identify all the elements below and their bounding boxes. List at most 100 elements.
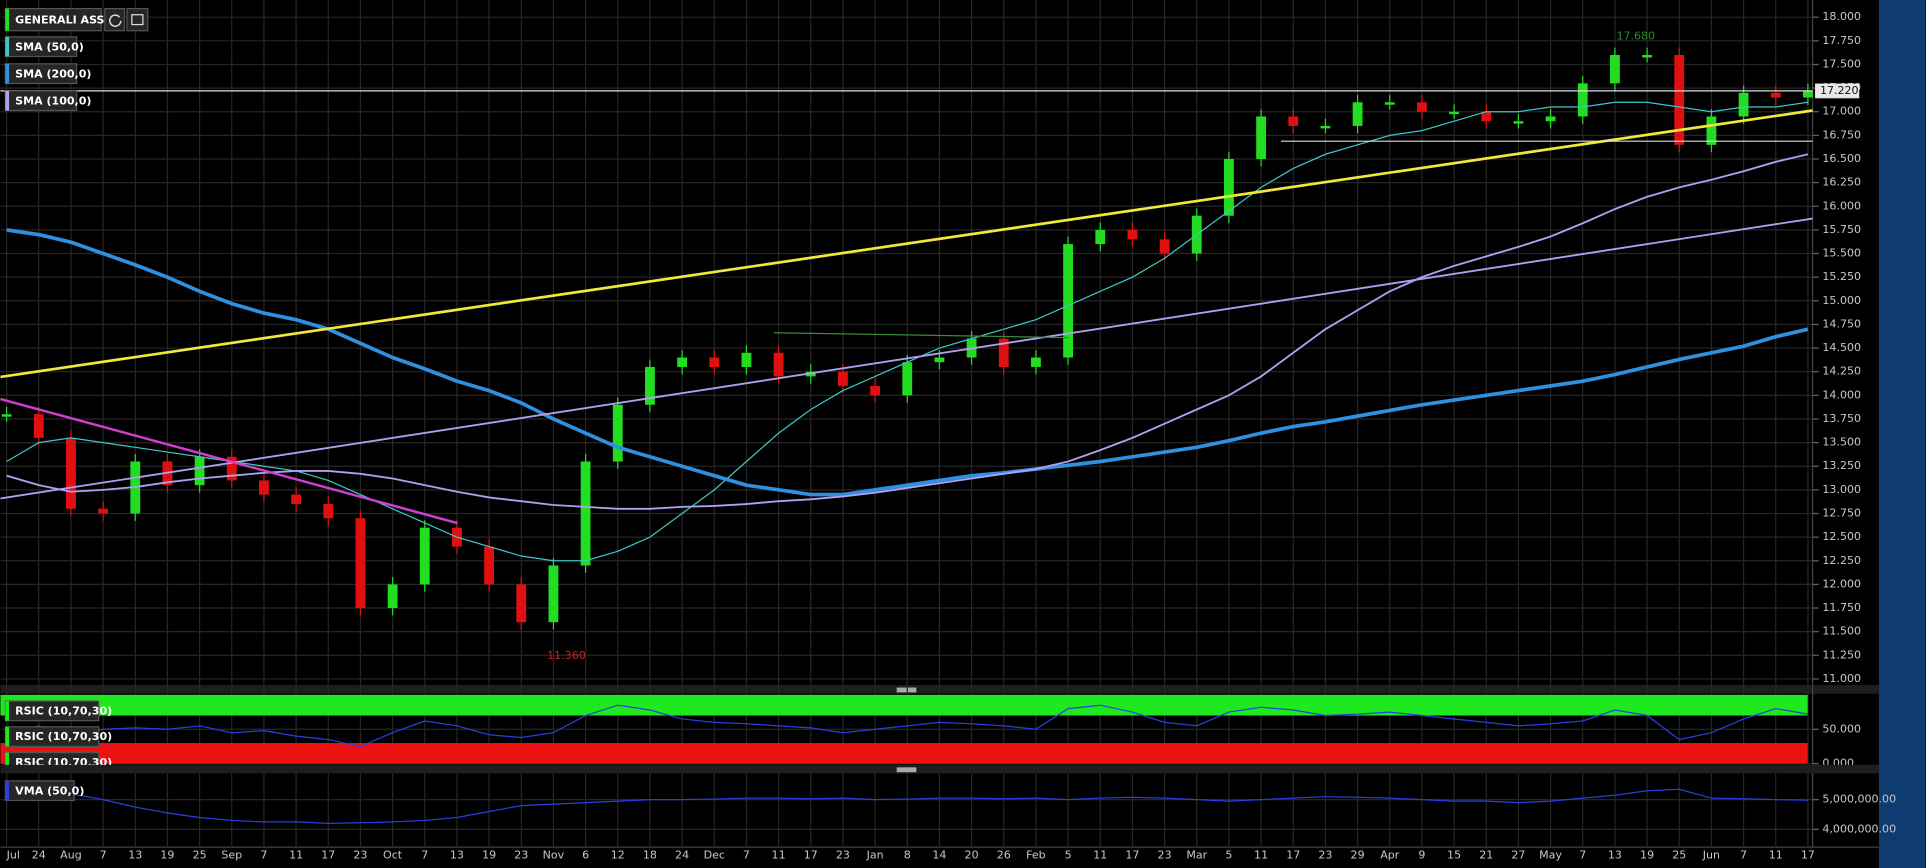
candle (1577, 83, 1588, 117)
legend-box[interactable] (4, 90, 78, 112)
x-tick-label: 11 (289, 849, 303, 862)
instrument-name: GENERALI ASS (15, 13, 104, 26)
candle (548, 565, 559, 623)
x-tick-label: 23 (1158, 849, 1172, 862)
x-tick-label: 11 (1769, 849, 1783, 862)
candle (1610, 55, 1620, 84)
legend-label: SMA (50,0) (15, 40, 84, 53)
price-tick-label: 16.750 (1822, 128, 1861, 141)
candle (66, 437, 76, 509)
x-tick-label: 24 (675, 849, 689, 862)
indicator-line (6, 788, 1808, 825)
x-tick-label: 13 (1608, 849, 1622, 862)
price-tick-label: 11.000 (1822, 672, 1861, 685)
x-tick-label: Mar (1186, 849, 1207, 862)
candle (419, 527, 430, 585)
x-tick-label: 13 (128, 849, 142, 862)
price-tick-label: 16.000 (1822, 199, 1861, 212)
x-tick-label: 23 (1318, 849, 1332, 862)
candle (1481, 111, 1492, 122)
legend-box[interactable] (4, 780, 75, 802)
candle (355, 518, 366, 609)
price-tick-label: 14.250 (1822, 365, 1861, 378)
candle (1288, 116, 1299, 126)
overbought-band (0, 694, 1808, 716)
price-tick-label: 12.000 (1822, 577, 1861, 590)
x-tick-label: 17 (1125, 849, 1139, 862)
labels: Jul 24 Aug 7 13 19 25 Sep 7 11 17 23 Oct 7 13 19 23 Nov 6 1… (6, 10, 1896, 862)
legend-swatch (5, 36, 10, 57)
x-tick-label: May (1539, 849, 1562, 862)
legend-swatch (5, 90, 10, 111)
x-tick-label: Jan (866, 849, 884, 862)
price-tick-label: 18.000 (1822, 10, 1861, 23)
horizontal-line[interactable] (773, 332, 1069, 339)
price-tick-label: 16.250 (1822, 176, 1861, 189)
trend-line[interactable] (0, 109, 1813, 379)
sma-line (6, 228, 1809, 497)
candle (1095, 229, 1106, 245)
legend-swatch (5, 63, 10, 84)
price-tick-label: 12.500 (1822, 530, 1861, 543)
x-tick-label: 7 (1740, 849, 1747, 862)
x-tick-label: Feb (1026, 849, 1046, 862)
rsi-tick-label: 50.000 (1822, 722, 1861, 735)
x-tick-label: 13 (450, 849, 464, 862)
candle (1, 414, 12, 417)
refresh-button[interactable] (104, 7, 126, 32)
x-tick-label: Aug (60, 849, 82, 862)
panel-mask (0, 764, 1879, 774)
price-tick-label: 12.750 (1822, 506, 1861, 519)
candle (291, 494, 302, 505)
legend-label: VMA (50,0) (15, 784, 84, 797)
candle (1063, 244, 1074, 358)
trend-line[interactable] (0, 217, 1813, 500)
legend-box[interactable] (4, 726, 100, 748)
candle (1706, 116, 1717, 145)
legend-box[interactable] (4, 63, 78, 85)
legend-label: SMA (200,0) (15, 67, 91, 80)
x-tick-label: 5 (1065, 849, 1072, 862)
legend-box[interactable] (4, 7, 102, 32)
trend-line[interactable] (0, 397, 458, 525)
rsi-bands (0, 694, 1808, 764)
candle (1545, 116, 1556, 122)
legend-box[interactable] (4, 36, 78, 58)
settings-icon (131, 14, 144, 26)
sma-line (6, 153, 1809, 510)
divider-handle[interactable] (896, 767, 917, 773)
legend-box[interactable] (4, 700, 100, 722)
last-price-box (1815, 83, 1860, 99)
settings-button[interactable] (126, 7, 149, 32)
price-tick-label: 11.250 (1822, 648, 1861, 661)
price-tick-label: 13.000 (1822, 483, 1861, 496)
x-tick-label: 8 (904, 849, 911, 862)
x-tick-label: 20 (965, 849, 979, 862)
x-tick-label: 27 (1511, 849, 1525, 862)
candle (1803, 90, 1813, 98)
candle (612, 404, 623, 462)
vma-tick-label: 4,000,000.00 (1822, 822, 1896, 835)
price-tick-label: 12.250 (1822, 554, 1861, 567)
price-tick-label: 17.000 (1822, 105, 1861, 118)
candle (1320, 125, 1331, 129)
candle (1770, 92, 1781, 98)
x-tick-label: 19 (1640, 849, 1654, 862)
divider-handle[interactable] (896, 687, 917, 693)
x-tick-label: 11 (1254, 849, 1268, 862)
candle (709, 357, 720, 367)
candle (1384, 102, 1395, 105)
refresh-icon (109, 14, 122, 27)
x-tick-label: 15 (1447, 849, 1461, 862)
candle (1352, 102, 1363, 126)
oversold-band (0, 743, 1808, 764)
legend-swatch (5, 8, 10, 31)
x-tick-label: 5 (1225, 849, 1232, 862)
x-tick-label: 25 (193, 849, 207, 862)
x-tick-label: 19 (482, 849, 496, 862)
candle (1642, 55, 1652, 58)
legend-swatch (5, 726, 10, 747)
candle (1127, 229, 1138, 240)
x-tick-label: Oct (383, 849, 403, 862)
price-annotation: 11.360 (547, 649, 586, 662)
